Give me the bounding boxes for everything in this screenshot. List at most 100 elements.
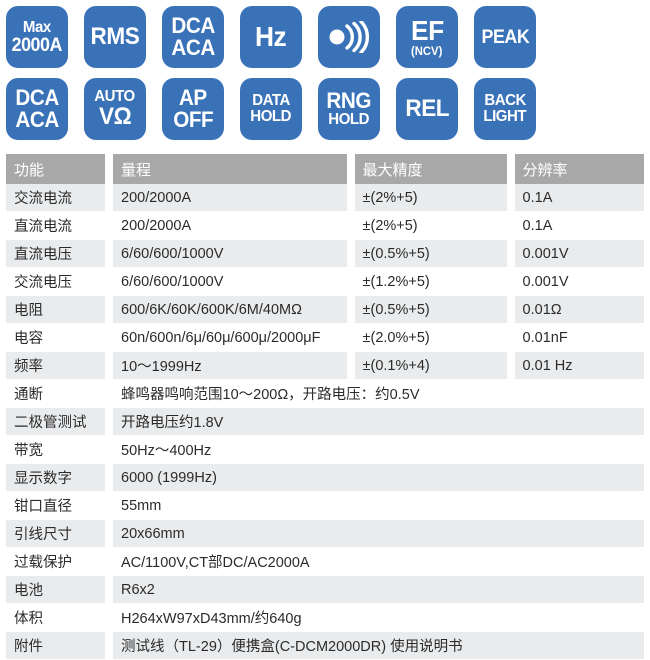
cell-range: 60n/600n/6μ/60μ/600μ/2000μF xyxy=(113,324,355,352)
table-row: 附件 测试线（TL-29）便携盒(C-DCM2000DR) 使用说明书 xyxy=(6,632,644,660)
badge-dca-aca: DCA ACA xyxy=(162,6,224,68)
cell-function: 附件 xyxy=(6,632,113,660)
cell-accuracy: ±(2%+5) xyxy=(354,212,515,240)
badge-back-light-line-2: LIGHT xyxy=(483,108,527,125)
badge-dca-aca-2-line-2: ACA xyxy=(15,107,59,132)
cell-function: 直流电流 xyxy=(6,212,113,240)
cell-function: 钳口直径 xyxy=(6,492,113,520)
cell-resolution: 0.001V xyxy=(514,268,644,296)
table-row: 显示数字 6000 (1999Hz) xyxy=(6,464,644,492)
column-header-range: 量程 xyxy=(113,154,355,184)
cell-range: 600/6K/60K/600K/6M/40MΩ xyxy=(113,296,355,324)
badge-row-2: DCA ACA AUTO VΩ AP OFF DATA HOLD RNG HOLD REL BACK L… xyxy=(6,78,650,140)
cell-function: 二极管测试 xyxy=(6,408,113,436)
badge-back-light-line-1: BACK xyxy=(484,92,526,109)
table-row: 过载保护 AC/1100V,CT部DC/AC2000A xyxy=(6,548,644,576)
cell-resolution: 0.01Ω xyxy=(514,296,644,324)
badge-rng-hold-line-2: HOLD xyxy=(328,111,370,128)
cell-range: 蜂鸣器鸣响范围10～200Ω，开路电压：约0.5V xyxy=(113,380,644,408)
ncv-wave-icon xyxy=(329,21,370,53)
cell-function: 频率 xyxy=(6,352,113,380)
cell-function: 电阻 xyxy=(6,296,113,324)
table-row: 直流电流 200/2000A ±(2%+5) 0.1A xyxy=(6,212,644,240)
badge-rel-line-1: REL xyxy=(405,95,449,122)
table-header-row: 功能 量程 最大精度 分辨率 xyxy=(6,154,644,184)
badge-dca-aca-2: DCA ACA xyxy=(6,78,68,140)
badge-rng-hold: RNG HOLD xyxy=(318,78,380,140)
table-row: 钳口直径 55mm xyxy=(6,492,644,520)
cell-range: 6000 (1999Hz) xyxy=(113,464,644,492)
cell-accuracy: ±(0.5%+5) xyxy=(354,296,515,324)
cell-function: 引线尺寸 xyxy=(6,520,113,548)
badge-auto-v-ohm-line-1: AUTO xyxy=(94,88,136,105)
badge-peak: PEAK xyxy=(474,6,536,68)
badge-max-2000a-line-1: Max xyxy=(23,18,51,36)
badge-peak-line-1: PEAK xyxy=(481,26,529,48)
badge-ef-ncv: EF (NCV) xyxy=(396,6,458,68)
column-header-function: 功能 xyxy=(6,154,113,184)
cell-range: 测试线（TL-29）便携盒(C-DCM2000DR) 使用说明书 xyxy=(113,632,644,660)
column-header-accuracy: 最大精度 xyxy=(354,154,515,184)
table-row: 引线尺寸 20x66mm xyxy=(6,520,644,548)
cell-function: 电池 xyxy=(6,576,113,604)
cell-function: 体积 xyxy=(6,604,113,632)
cell-function: 显示数字 xyxy=(6,464,113,492)
badge-ap-off-line-2: OFF xyxy=(173,107,213,132)
cell-range: 20x66mm xyxy=(113,520,644,548)
table-row: 频率 10～1999Hz ±(0.1%+4) 0.01 Hz xyxy=(6,352,644,380)
cell-resolution: 0.01nF xyxy=(514,324,644,352)
badge-rng-hold-line-1: RNG xyxy=(326,88,372,113)
badge-ef-ncv-line-1: EF xyxy=(410,15,444,46)
cell-accuracy: ±(2%+5) xyxy=(354,184,515,212)
table-row: 电阻 600/6K/60K/600K/6M/40MΩ ±(0.5%+5) 0.01Ω xyxy=(6,296,644,324)
badge-hz: Hz xyxy=(240,6,302,68)
cell-range: 55mm xyxy=(113,492,644,520)
cell-accuracy: ±(0.5%+5) xyxy=(354,240,515,268)
badge-data-hold-line-1: DATA xyxy=(252,92,290,109)
cell-range: H264xW97xD43mm/约640g xyxy=(113,604,644,632)
badge-row-1: Max 2000A RMS DCA ACA Hz EF (NCV) PEAK xyxy=(6,6,650,68)
cell-accuracy: ±(2.0%+5) xyxy=(354,324,515,352)
cell-range: 10～1999Hz xyxy=(113,352,355,380)
cell-resolution: 0.001V xyxy=(514,240,644,268)
cell-range: 50Hz～400Hz xyxy=(113,436,644,464)
badge-hz-line-1: Hz xyxy=(255,21,287,52)
table-row: 通断 蜂鸣器鸣响范围10～200Ω，开路电压：约0.5V xyxy=(6,380,644,408)
table-row: 电池 R6x2 xyxy=(6,576,644,604)
cell-function: 过载保护 xyxy=(6,548,113,576)
cell-accuracy: ±(0.1%+4) xyxy=(354,352,515,380)
cell-resolution: 0.1A xyxy=(514,212,644,240)
specification-table: 功能 量程 最大精度 分辨率 交流电流 200/2000A ±(2%+5) 0.1A 直… xyxy=(6,154,644,660)
cell-range: R6x2 xyxy=(113,576,644,604)
badge-max-2000a: Max 2000A xyxy=(6,6,68,68)
table-row: 二极管测试 开路电压约1.8V xyxy=(6,408,644,436)
cell-function: 通断 xyxy=(6,380,113,408)
table-row: 交流电流 200/2000A ±(2%+5) 0.1A xyxy=(6,184,644,212)
cell-range: 200/2000A xyxy=(113,184,355,212)
table-row: 电容 60n/600n/6μ/60μ/600μ/2000μF ±(2.0%+5) 0.… xyxy=(6,324,644,352)
cell-range: 6/60/600/1000V xyxy=(113,240,355,268)
badge-rel: REL xyxy=(396,78,458,140)
table-header: 功能 量程 最大精度 分辨率 xyxy=(6,154,644,184)
badge-ef-ncv-line-2: (NCV) xyxy=(411,44,443,58)
cell-function: 直流电压 xyxy=(6,240,113,268)
table-body: 交流电流 200/2000A ±(2%+5) 0.1A 直流电流 200/2000A ±(2… xyxy=(6,184,644,660)
feature-badge-panel: Max 2000A RMS DCA ACA Hz EF (NCV) PEAK DCA ACA AUTO… xyxy=(0,0,650,140)
table-row: 带宽 50Hz～400Hz xyxy=(6,436,644,464)
badge-rms-line-1: RMS xyxy=(90,23,140,50)
badge-dca-aca-line-2: ACA xyxy=(171,35,215,60)
cell-range: 开路电压约1.8V xyxy=(113,408,644,436)
cell-range: 200/2000A xyxy=(113,212,355,240)
column-header-resolution: 分辨率 xyxy=(514,154,644,184)
badge-rms: RMS xyxy=(84,6,146,68)
cell-function: 交流电压 xyxy=(6,268,113,296)
badge-data-hold-line-2: HOLD xyxy=(250,108,292,125)
cell-resolution: 0.01 Hz xyxy=(514,352,644,380)
cell-resolution: 0.1A xyxy=(514,184,644,212)
cell-function: 带宽 xyxy=(6,436,113,464)
badge-dca-aca-2-line-1: DCA xyxy=(15,85,59,110)
cell-function: 交流电流 xyxy=(6,184,113,212)
cell-range: 6/60/600/1000V xyxy=(113,268,355,296)
table-row: 直流电压 6/60/600/1000V ±(0.5%+5) 0.001V xyxy=(6,240,644,268)
badge-max-2000a-line-2: 2000A xyxy=(11,34,63,56)
